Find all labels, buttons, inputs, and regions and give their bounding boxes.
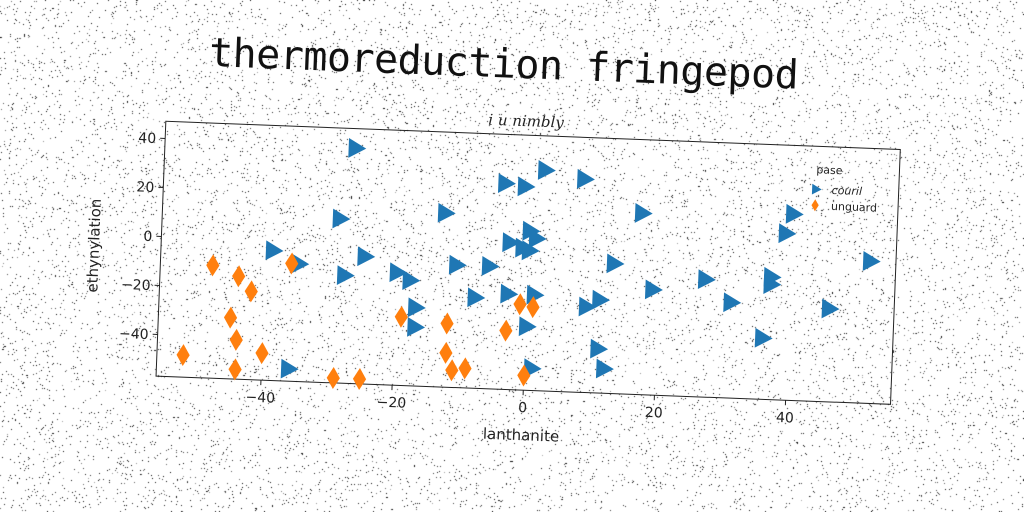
- y-tick-label: −40: [119, 326, 149, 343]
- point-couril: [291, 253, 310, 274]
- point-couril: [578, 296, 597, 317]
- point-unguard: [445, 359, 459, 382]
- point-unguard: [229, 328, 243, 351]
- point-couril: [785, 203, 804, 224]
- x-axis-ticks: −40 −20 0 20 40: [245, 380, 794, 427]
- point-unguard: [223, 306, 238, 329]
- point-unguard: [458, 357, 472, 380]
- point-couril: [526, 284, 545, 305]
- point-couril: [502, 232, 521, 253]
- y-tick-label: 40: [138, 130, 156, 147]
- point-couril: [437, 202, 456, 223]
- legend-marker-unguard: [811, 199, 819, 212]
- data-points: [176, 138, 881, 391]
- point-couril: [500, 283, 519, 304]
- chart-subtitle: i u nimbly: [488, 111, 565, 132]
- point-couril: [606, 253, 625, 274]
- legend-title: pase: [816, 163, 843, 177]
- point-couril: [407, 297, 426, 318]
- point-couril: [521, 240, 540, 261]
- point-couril: [336, 265, 355, 285]
- point-couril: [265, 240, 284, 261]
- legend-label: unguard: [831, 200, 877, 215]
- point-couril: [644, 279, 663, 300]
- point-couril: [697, 269, 716, 290]
- point-couril: [332, 208, 351, 229]
- plot-area: i u nimbly −40 −20 0 20 40 −40 −20 0 20 40 lanth…: [74, 93, 916, 465]
- y-axis-ticks: −40 −20 0 20 40: [119, 130, 166, 343]
- legend-label: couril: [831, 184, 862, 198]
- scatter-chart: i u nimbly −40 −20 0 20 40 −40 −20 0 20 40 lanth…: [83, 111, 901, 446]
- point-couril: [497, 173, 516, 194]
- y-tick-label: −20: [121, 277, 151, 294]
- point-unguard: [232, 265, 246, 288]
- point-couril: [448, 254, 467, 275]
- point-couril: [402, 270, 421, 290]
- point-couril: [576, 168, 595, 189]
- x-axis-label: lanthanite: [483, 425, 560, 446]
- point-unguard: [517, 364, 531, 387]
- point-couril: [821, 298, 840, 319]
- point-unguard: [526, 296, 540, 319]
- legend: pase couril unguard: [811, 163, 877, 215]
- point-couril: [595, 358, 614, 379]
- point-couril: [528, 228, 547, 249]
- y-axis-label: ethynylation: [83, 198, 105, 293]
- point-couril: [634, 203, 653, 223]
- point-unguard: [244, 280, 258, 303]
- y-tick-label: 20: [136, 179, 154, 196]
- point-couril: [389, 262, 408, 283]
- point-unguard: [228, 358, 242, 381]
- point-couril: [517, 176, 536, 197]
- point-unguard: [439, 341, 453, 364]
- point-couril: [537, 160, 556, 180]
- point-couril: [518, 316, 537, 337]
- x-tick-label: 40: [776, 410, 794, 427]
- point-unguard: [326, 367, 340, 389]
- point-unguard: [285, 252, 299, 275]
- point-couril: [467, 287, 486, 308]
- x-tick-label: −40: [245, 390, 275, 407]
- point-couril: [407, 316, 426, 337]
- point-couril: [592, 289, 610, 310]
- point-unguard: [176, 344, 190, 367]
- x-tick-label: 0: [518, 400, 528, 416]
- point-unguard: [394, 305, 408, 328]
- point-unguard: [352, 368, 367, 391]
- point-unguard: [513, 293, 527, 316]
- point-unguard: [255, 342, 269, 365]
- point-couril: [357, 246, 376, 267]
- point-couril: [481, 256, 500, 276]
- y-tick-label: 0: [143, 229, 153, 245]
- point-couril: [763, 274, 782, 295]
- x-tick-label: −20: [376, 395, 406, 412]
- point-couril: [754, 327, 773, 348]
- legend-marker-couril: [811, 183, 822, 195]
- point-couril: [862, 251, 881, 271]
- point-unguard: [206, 254, 220, 277]
- point-unguard: [499, 319, 513, 342]
- point-couril: [723, 292, 742, 313]
- x-tick-label: 20: [645, 405, 663, 422]
- point-couril: [590, 338, 609, 359]
- point-unguard: [440, 312, 454, 335]
- point-couril: [280, 358, 299, 379]
- point-couril: [348, 138, 367, 158]
- point-couril: [778, 223, 797, 244]
